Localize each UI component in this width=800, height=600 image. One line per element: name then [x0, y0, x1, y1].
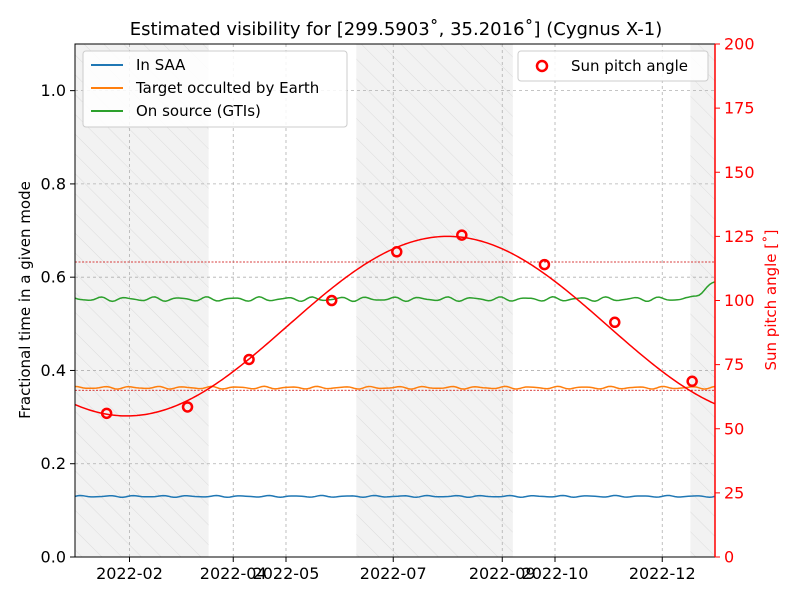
- y-right-tick-label-0: 0: [724, 548, 734, 567]
- sun-pitch-marker-2: [243, 353, 255, 366]
- y-left-tick-label-4: 0.8: [41, 174, 66, 193]
- y-right-tick-label-8: 200: [724, 35, 755, 54]
- sun-pitch-marker-8: [686, 375, 698, 388]
- legend-label-occulted: Target occulted by Earth: [135, 79, 319, 97]
- sun-pitch-marker-5: [456, 229, 468, 241]
- y-left-tick-label-5: 1.0: [41, 81, 66, 100]
- y-left-tick-label-0: 0.0: [41, 548, 66, 567]
- grid-lines: [75, 44, 715, 558]
- x-tick-label-6: 2022-12: [629, 564, 696, 583]
- legend-right-box: [517, 50, 709, 82]
- series-line-1: [75, 385, 715, 390]
- x-tick-label-3: 2022-07: [360, 564, 427, 583]
- y-right-tick-label-4: 100: [724, 291, 755, 310]
- y-right-tick-label-7: 175: [724, 99, 755, 118]
- sun-pitch-marker-0: [100, 407, 113, 420]
- legend-marker-sun-pitch: [535, 59, 549, 73]
- legend-left-box: [82, 50, 348, 128]
- x-tick-label-1: 2022-04: [200, 564, 267, 583]
- sun-pitch-marker-1: [181, 401, 194, 413]
- sun-pitch-marker-3: [325, 294, 338, 307]
- y-right-tick-label-2: 50: [724, 419, 744, 438]
- threshold-lines: [75, 261, 715, 391]
- y-right-tick-label-6: 150: [724, 163, 755, 182]
- legend-left: In SAA Target occulted by Earth On sourc…: [82, 50, 348, 128]
- y-axis-left: 0.0 0.2 0.4 0.6 0.8 1.0: [41, 81, 75, 567]
- x-tick-label-2: 2022-05: [253, 564, 320, 583]
- sun-pitch-marker-4: [391, 246, 403, 258]
- y-right-tick-label-5: 125: [724, 227, 755, 246]
- legend-right: Sun pitch angle: [517, 50, 709, 82]
- series-line-0: [75, 494, 715, 499]
- y-left-tick-label-3: 0.6: [41, 268, 66, 287]
- shaded-period-2: [690, 44, 715, 557]
- y-left-tick-label-1: 0.2: [41, 454, 66, 473]
- chart-title: Estimated visibility for [299.5903˚, 35.…: [130, 19, 663, 40]
- y-right-tick-label-3: 75: [724, 355, 744, 374]
- y-right-tick-label-1: 25: [724, 483, 744, 502]
- legend-label-on-source: On source (GTIs): [136, 102, 261, 120]
- legend-label-sun-pitch: Sun pitch angle: [571, 57, 688, 75]
- x-tick-label-0: 2022-02: [96, 564, 163, 583]
- series-line-2: [75, 281, 715, 303]
- sun-pitch-marker-7: [609, 316, 621, 329]
- y-axis-left-title: Fractional time in a given mode: [16, 181, 34, 419]
- series-lines: [75, 281, 715, 499]
- sun-pitch-marker-6: [538, 258, 551, 271]
- y-axis-right-title: Sun pitch angle [˚]: [762, 230, 780, 371]
- y-axis-right: 0 25 50 75 100 125 150 175 200: [715, 35, 755, 567]
- x-tick-label-5: 2022-10: [522, 564, 589, 583]
- sun-pitch-markers: [100, 229, 698, 420]
- legend-label-in-saa: In SAA: [136, 56, 186, 74]
- y-left-tick-label-2: 0.4: [41, 361, 66, 380]
- x-tick-label-4: 2022-09: [469, 564, 536, 583]
